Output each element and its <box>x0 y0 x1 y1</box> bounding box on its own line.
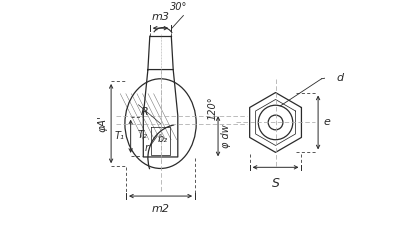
Text: S: S <box>272 176 279 190</box>
Text: φA': φA' <box>97 115 108 132</box>
Text: m2: m2 <box>152 204 170 214</box>
Text: m3: m3 <box>152 12 170 22</box>
Text: T₁: T₁ <box>115 131 125 141</box>
Text: r: r <box>145 143 149 153</box>
Text: φ dw: φ dw <box>221 124 231 148</box>
Text: R: R <box>141 108 148 117</box>
Text: d: d <box>336 73 344 83</box>
Text: 30°: 30° <box>170 2 187 12</box>
Text: e: e <box>324 117 331 127</box>
Text: b₂: b₂ <box>158 134 168 144</box>
Text: T₂: T₂ <box>138 130 148 140</box>
Text: 120°: 120° <box>207 97 218 120</box>
